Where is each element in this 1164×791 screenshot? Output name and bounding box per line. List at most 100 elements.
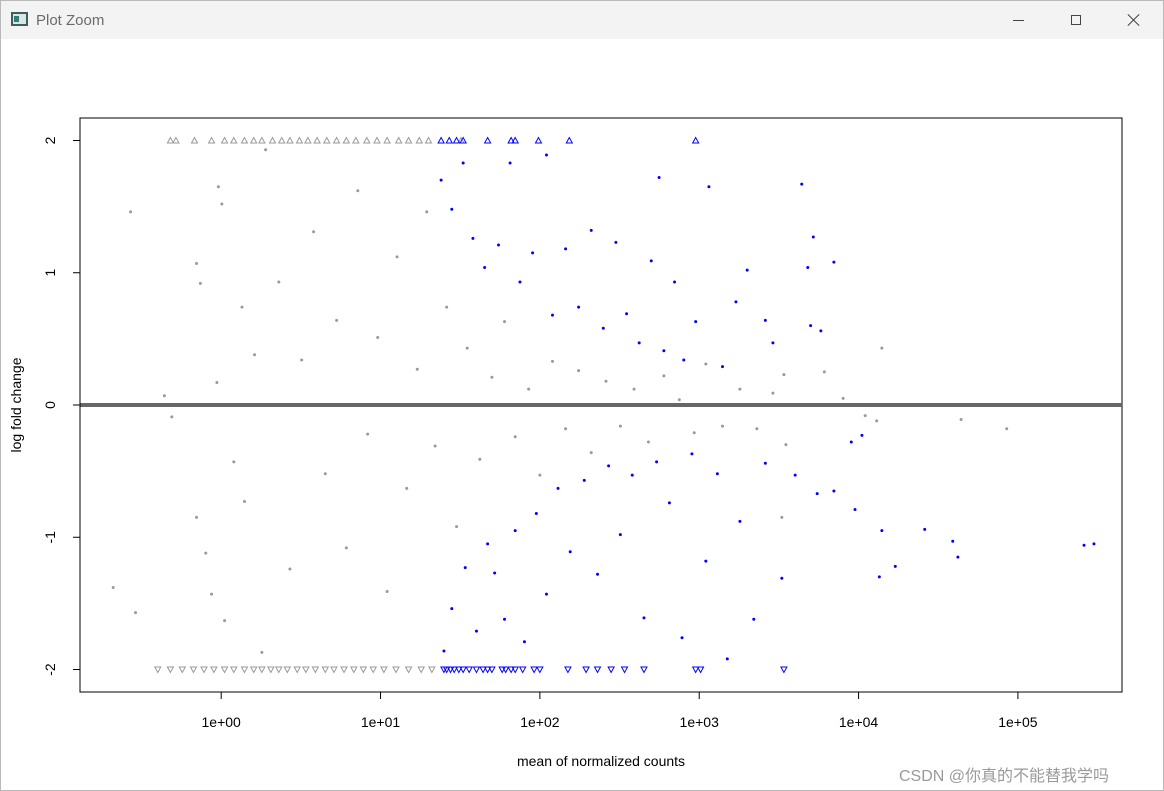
clipped-low-marker: [472, 666, 481, 674]
clipped-low-marker: [210, 666, 218, 674]
data-point: [771, 341, 775, 345]
data-point: [538, 473, 542, 477]
maximize-button[interactable]: [1047, 1, 1105, 39]
clipped-high-marker: [445, 136, 454, 144]
data-point: [690, 452, 694, 456]
clipped-low-marker: [536, 666, 544, 674]
y-tick-label: -1: [42, 531, 58, 544]
minimize-button[interactable]: [989, 1, 1047, 39]
data-point: [819, 329, 823, 333]
data-point: [784, 443, 788, 447]
data-point: [210, 592, 214, 596]
data-point: [544, 153, 548, 157]
data-point: [323, 472, 327, 476]
data-point: [527, 387, 531, 391]
clipped-low-marker: [311, 666, 320, 674]
data-point: [704, 559, 708, 563]
data-point: [755, 427, 759, 431]
data-point: [395, 255, 399, 259]
data-point: [425, 210, 429, 214]
data-point: [649, 259, 653, 263]
x-tick-label: 1e+03: [680, 714, 720, 730]
data-point: [725, 657, 729, 661]
data-point: [522, 640, 526, 644]
data-point: [682, 358, 686, 362]
data-point: [589, 228, 593, 232]
data-point: [439, 178, 443, 182]
data-point: [673, 280, 677, 284]
close-button[interactable]: [1105, 1, 1163, 39]
clipped-high-marker: [342, 136, 351, 144]
data-point: [195, 515, 199, 519]
data-point: [300, 358, 304, 362]
data-point: [877, 575, 881, 579]
data-point: [1092, 542, 1096, 546]
data-point: [662, 374, 666, 378]
clipped-low-marker: [691, 666, 700, 674]
clipped-low-marker: [640, 666, 648, 674]
data-point: [1005, 427, 1009, 431]
clipped-high-marker: [452, 136, 461, 144]
data-point: [841, 396, 845, 400]
data-point: [204, 551, 208, 555]
data-point: [923, 527, 927, 531]
data-point: [564, 247, 568, 251]
clipped-low-marker: [274, 666, 283, 674]
data-point: [951, 539, 955, 543]
ma-plot: 1e+00 1e+01 1e+02 1e+03 1e+04 1e+05 -2 -1 0 1 2 m…: [8, 117, 1123, 769]
data-point: [614, 240, 618, 244]
data-point: [863, 414, 867, 418]
data-point: [490, 375, 494, 379]
data-point: [860, 433, 864, 437]
data-point: [162, 394, 166, 398]
data-point: [604, 379, 608, 383]
x-axis: 1e+00 1e+01 1e+02 1e+03 1e+04 1e+05: [202, 691, 1038, 730]
data-point: [589, 451, 593, 455]
x-tick-label: 1e+05: [998, 714, 1038, 730]
data-point: [518, 280, 522, 284]
clipped-low-marker: [240, 666, 249, 674]
data-point: [853, 507, 857, 511]
data-point: [637, 341, 641, 345]
data-point: [780, 576, 784, 580]
data-point: [253, 353, 257, 357]
title-bar[interactable]: Plot Zoom: [1, 1, 1163, 39]
clipped-high-marker: [220, 136, 229, 144]
clipped-high-marker: [172, 136, 180, 144]
data-point: [445, 305, 449, 309]
clipped-low-marker: [483, 666, 492, 674]
data-point: [793, 473, 797, 477]
data-point: [618, 424, 622, 428]
clipped-high-marker: [437, 136, 445, 144]
data-point: [493, 571, 497, 575]
clipped-low-marker: [488, 666, 496, 674]
y-axis: -2 -1 0 1 2: [42, 136, 81, 676]
clipped-low-marker: [178, 666, 187, 674]
data-point: [880, 346, 884, 350]
data-point: [376, 336, 380, 340]
data-point: [582, 478, 586, 482]
data-point: [806, 265, 810, 269]
data-point: [667, 501, 671, 505]
data-point: [721, 424, 725, 428]
data-point: [646, 440, 650, 444]
data-point: [849, 440, 853, 444]
y-tick-label: 1: [42, 269, 58, 277]
data-point: [642, 616, 646, 620]
data-point: [312, 230, 316, 234]
clipped-low-marker: [450, 666, 459, 674]
data-point: [544, 592, 548, 596]
clipped-high-marker: [332, 136, 341, 144]
data-point: [556, 486, 560, 490]
data-point: [734, 300, 738, 304]
data-point: [465, 346, 469, 350]
clipped-low-marker: [166, 666, 175, 674]
data-point: [344, 546, 348, 550]
data-point: [503, 617, 507, 621]
data-point: [692, 431, 696, 435]
data-point: [486, 542, 490, 546]
data-point: [216, 185, 220, 189]
data-point: [601, 326, 605, 330]
clipped-low-marker: [283, 666, 292, 674]
